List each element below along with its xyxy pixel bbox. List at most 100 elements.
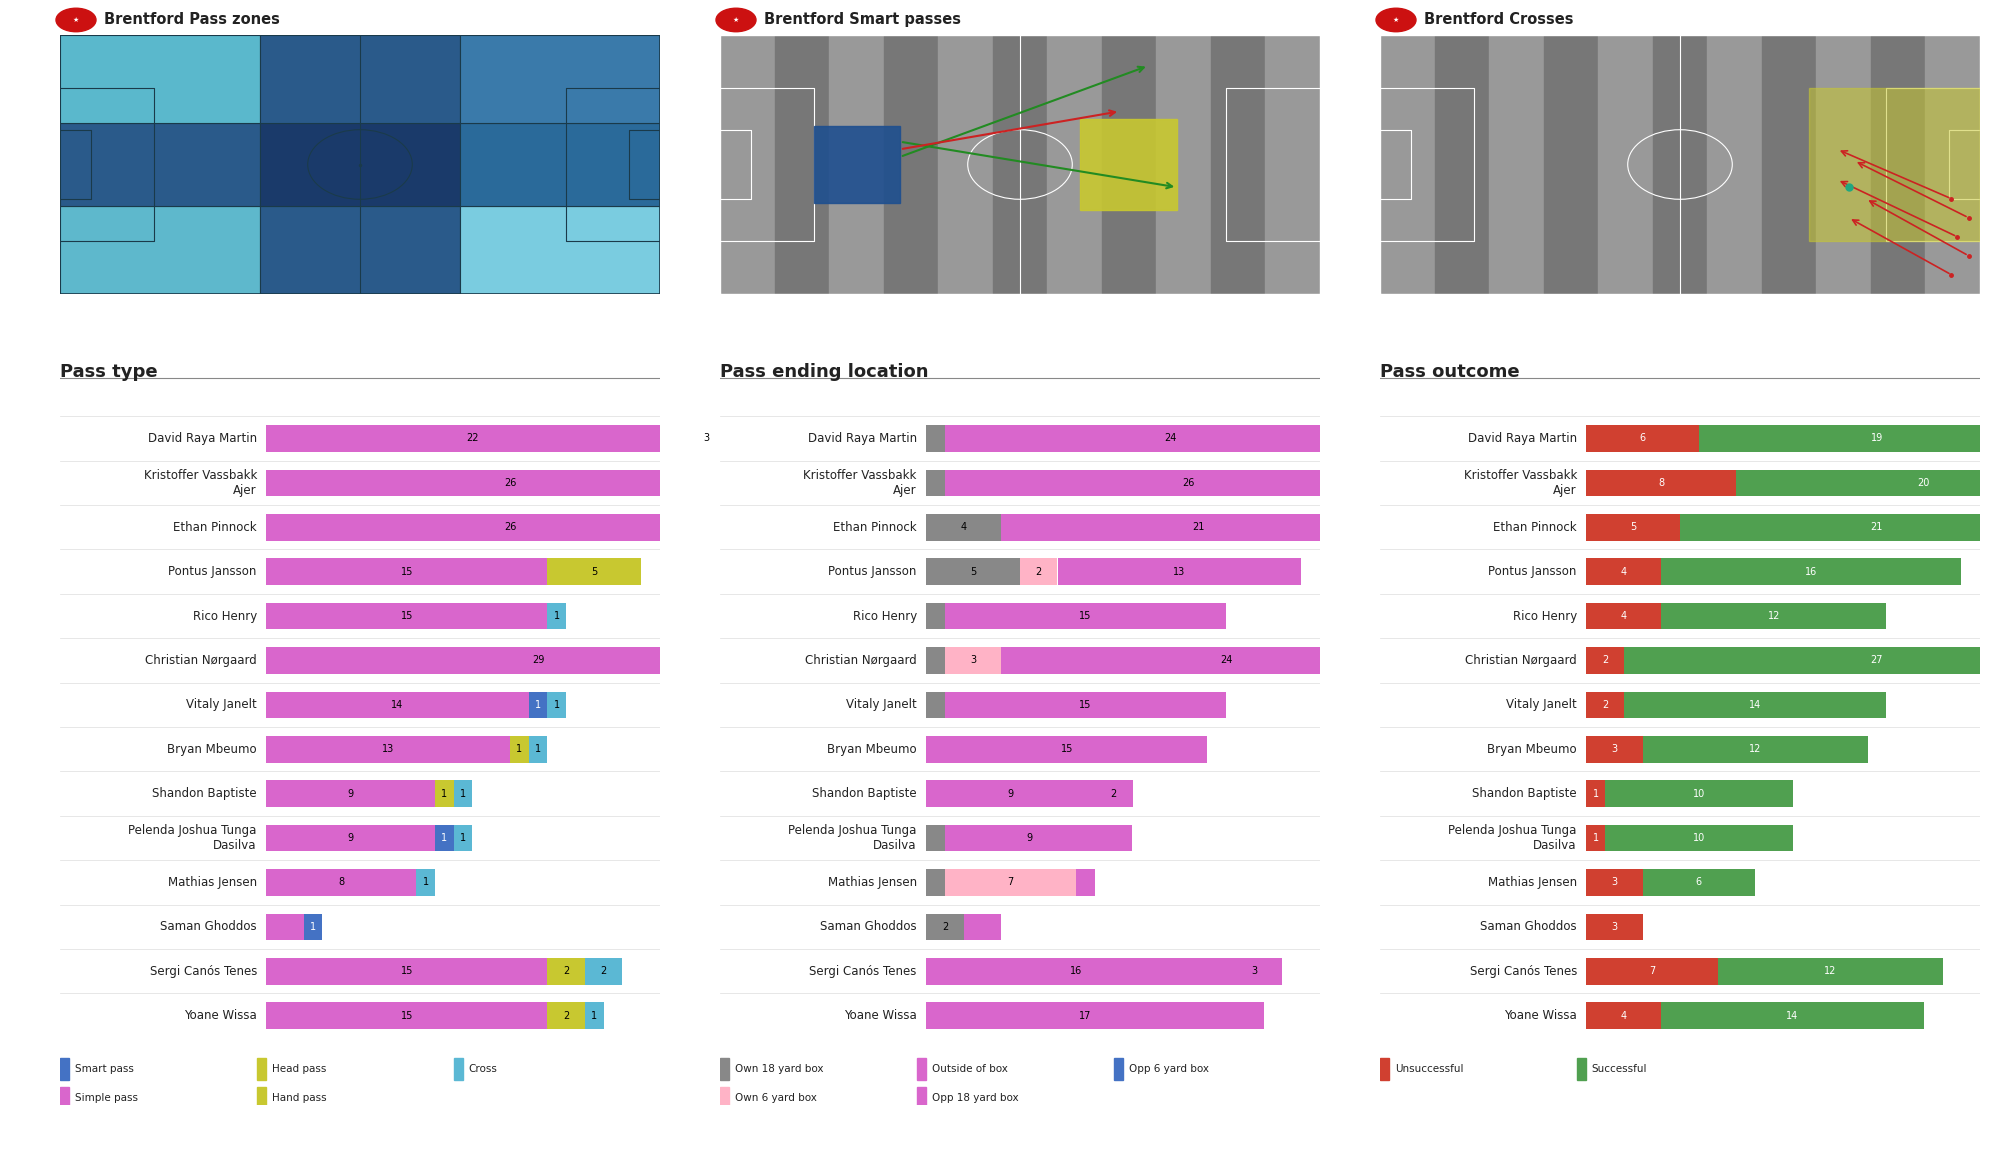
Bar (454, 1058, 464, 1080)
Text: Outside of box: Outside of box (932, 1065, 1008, 1074)
Bar (926, 513, 1002, 540)
Text: 15: 15 (400, 966, 414, 976)
Bar (1244, 1002, 1264, 1029)
Bar (1708, 35, 1762, 294)
Bar (460, 122, 660, 207)
Text: Sergi Canós Tenes: Sergi Canós Tenes (150, 965, 256, 978)
Text: 1: 1 (1592, 833, 1598, 844)
Bar (926, 825, 944, 852)
Text: 16: 16 (1070, 966, 1082, 976)
Text: Yoane Wissa: Yoane Wissa (1504, 1009, 1576, 1022)
Bar (1718, 958, 1942, 985)
Bar (1156, 35, 1210, 294)
Text: 13: 13 (382, 744, 394, 754)
Bar (926, 603, 944, 630)
Bar (266, 914, 304, 940)
Bar (678, 425, 734, 451)
Text: Shandon Baptiste: Shandon Baptiste (812, 787, 916, 800)
Text: 1: 1 (760, 478, 766, 488)
Text: 7: 7 (1648, 966, 1656, 976)
Text: Sergi Canós Tenes: Sergi Canós Tenes (810, 965, 916, 978)
Text: Pass type: Pass type (60, 363, 158, 381)
Bar (548, 692, 566, 718)
Text: Head pass: Head pass (272, 1065, 326, 1074)
Bar (1698, 425, 2000, 451)
Bar (454, 825, 472, 852)
Bar (1114, 1058, 1124, 1080)
Text: 4: 4 (960, 522, 966, 532)
Text: 1: 1 (554, 700, 560, 710)
Bar (926, 425, 944, 451)
Text: 5: 5 (1630, 522, 1636, 532)
Bar (1576, 1058, 1586, 1080)
Text: Smart pass: Smart pass (76, 1065, 134, 1074)
Text: Pontus Jansson: Pontus Jansson (828, 565, 916, 578)
Bar (416, 870, 434, 895)
Bar (1652, 35, 1708, 294)
Text: Yoane Wissa: Yoane Wissa (844, 1009, 916, 1022)
Bar (938, 35, 992, 294)
Bar (1586, 513, 1680, 540)
Text: Christian Nørgaard: Christian Nørgaard (146, 654, 256, 667)
Text: Pass ending location: Pass ending location (720, 363, 928, 381)
Bar (720, 1058, 730, 1080)
Text: 9: 9 (1026, 833, 1032, 844)
Bar (926, 870, 944, 895)
Bar (1096, 780, 1132, 807)
Bar (1662, 558, 1962, 585)
Text: Mathias Jensen: Mathias Jensen (1488, 877, 1576, 889)
Bar (926, 470, 944, 496)
Text: 1: 1 (536, 744, 542, 754)
Bar (1380, 1058, 1390, 1080)
Text: 4: 4 (1620, 566, 1626, 577)
Text: David Raya Martin: David Raya Martin (148, 432, 256, 445)
Text: 1: 1 (442, 833, 448, 844)
Text: 14: 14 (1748, 700, 1762, 710)
Text: 2: 2 (942, 922, 948, 932)
Text: Saman Ghoddos: Saman Ghoddos (160, 920, 256, 933)
Text: 3: 3 (1252, 966, 1258, 976)
Text: ★: ★ (732, 16, 740, 24)
Bar (926, 647, 944, 673)
Bar (754, 470, 772, 496)
Text: 2: 2 (1602, 656, 1608, 665)
Text: 2: 2 (600, 966, 606, 976)
Text: Hand pass: Hand pass (272, 1093, 326, 1103)
Text: Bryan Mbeumo: Bryan Mbeumo (828, 743, 916, 756)
Text: ★: ★ (1392, 16, 1400, 24)
Bar (548, 603, 566, 630)
Bar (1586, 603, 1662, 630)
Bar (944, 603, 1226, 630)
Text: Rico Henry: Rico Henry (192, 610, 256, 623)
Bar (1586, 736, 1642, 763)
Bar (60, 207, 260, 294)
Text: 21: 21 (1192, 522, 1204, 532)
Bar (1586, 470, 1736, 496)
Bar (60, 1087, 70, 1109)
Bar (1624, 692, 1886, 718)
Bar (1662, 603, 1886, 630)
Text: 3: 3 (970, 656, 976, 665)
Bar (266, 736, 510, 763)
Text: 7: 7 (1008, 878, 1014, 887)
Bar (1816, 35, 1870, 294)
Text: 27: 27 (1870, 656, 1884, 665)
Text: 1: 1 (460, 833, 466, 844)
Bar (1624, 647, 2000, 673)
Bar (266, 870, 416, 895)
Text: 3: 3 (1612, 878, 1618, 887)
Text: Rico Henry: Rico Henry (1512, 610, 1576, 623)
Text: Christian Nørgaard: Christian Nørgaard (806, 654, 916, 667)
Text: 1: 1 (460, 788, 466, 799)
Bar (1102, 35, 1156, 294)
Text: 15: 15 (1080, 611, 1092, 622)
Text: Pelenda Joshua Tunga
Dasilva: Pelenda Joshua Tunga Dasilva (1448, 824, 1576, 852)
Text: Pontus Jansson: Pontus Jansson (168, 565, 256, 578)
Text: Mathias Jensen: Mathias Jensen (168, 877, 256, 889)
Bar (1490, 35, 1544, 294)
Text: 2: 2 (564, 966, 570, 976)
Bar (60, 35, 260, 122)
Text: Brentford Smart passes: Brentford Smart passes (764, 13, 960, 27)
Text: 3: 3 (704, 434, 710, 443)
Bar (1586, 425, 1698, 451)
